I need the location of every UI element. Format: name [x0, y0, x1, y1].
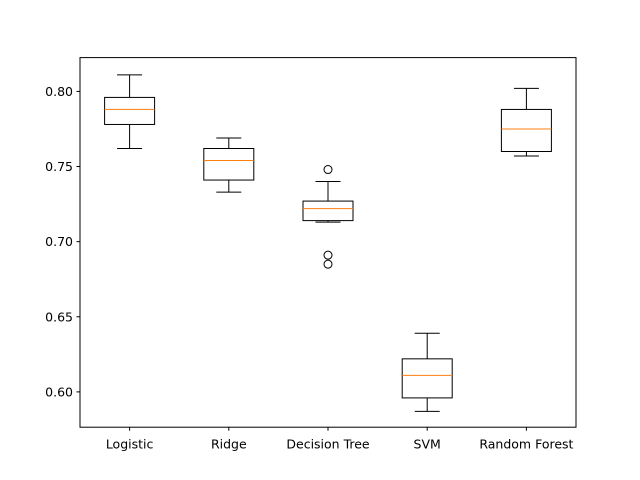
box-iqr — [500, 108, 552, 153]
y-tick-label: 0.75 — [45, 159, 73, 174]
box-svm — [401, 332, 453, 412]
outlier-point — [323, 250, 333, 260]
x-tick-label: Logistic — [106, 437, 154, 452]
box-logistic — [104, 74, 156, 149]
y-axis: 0.60 0.65 0.70 0.75 0.80 — [45, 84, 80, 399]
x-tick-label: Random Forest — [479, 437, 573, 452]
x-axis: Logistic Ridge Decision Tree SVM Random Fore… — [106, 427, 574, 452]
box-iqr — [401, 358, 453, 399]
y-tick-label: 0.65 — [45, 309, 73, 324]
box-ridge — [203, 137, 255, 193]
box-iqr — [203, 147, 255, 181]
outlier-point — [323, 165, 333, 175]
y-tick-label: 0.60 — [45, 384, 73, 399]
y-tick-label: 0.70 — [45, 234, 73, 249]
box-decision-tree — [302, 165, 354, 269]
box-iqr — [104, 96, 156, 125]
y-tick-label: 0.80 — [45, 84, 73, 99]
plot-content — [104, 74, 552, 412]
box-random-forest — [500, 87, 552, 157]
outlier-point — [323, 259, 333, 269]
x-tick-label: SVM — [414, 437, 441, 452]
x-tick-label: Ridge — [211, 437, 247, 452]
box-iqr — [302, 200, 354, 222]
x-tick-label: Decision Tree — [286, 437, 370, 452]
